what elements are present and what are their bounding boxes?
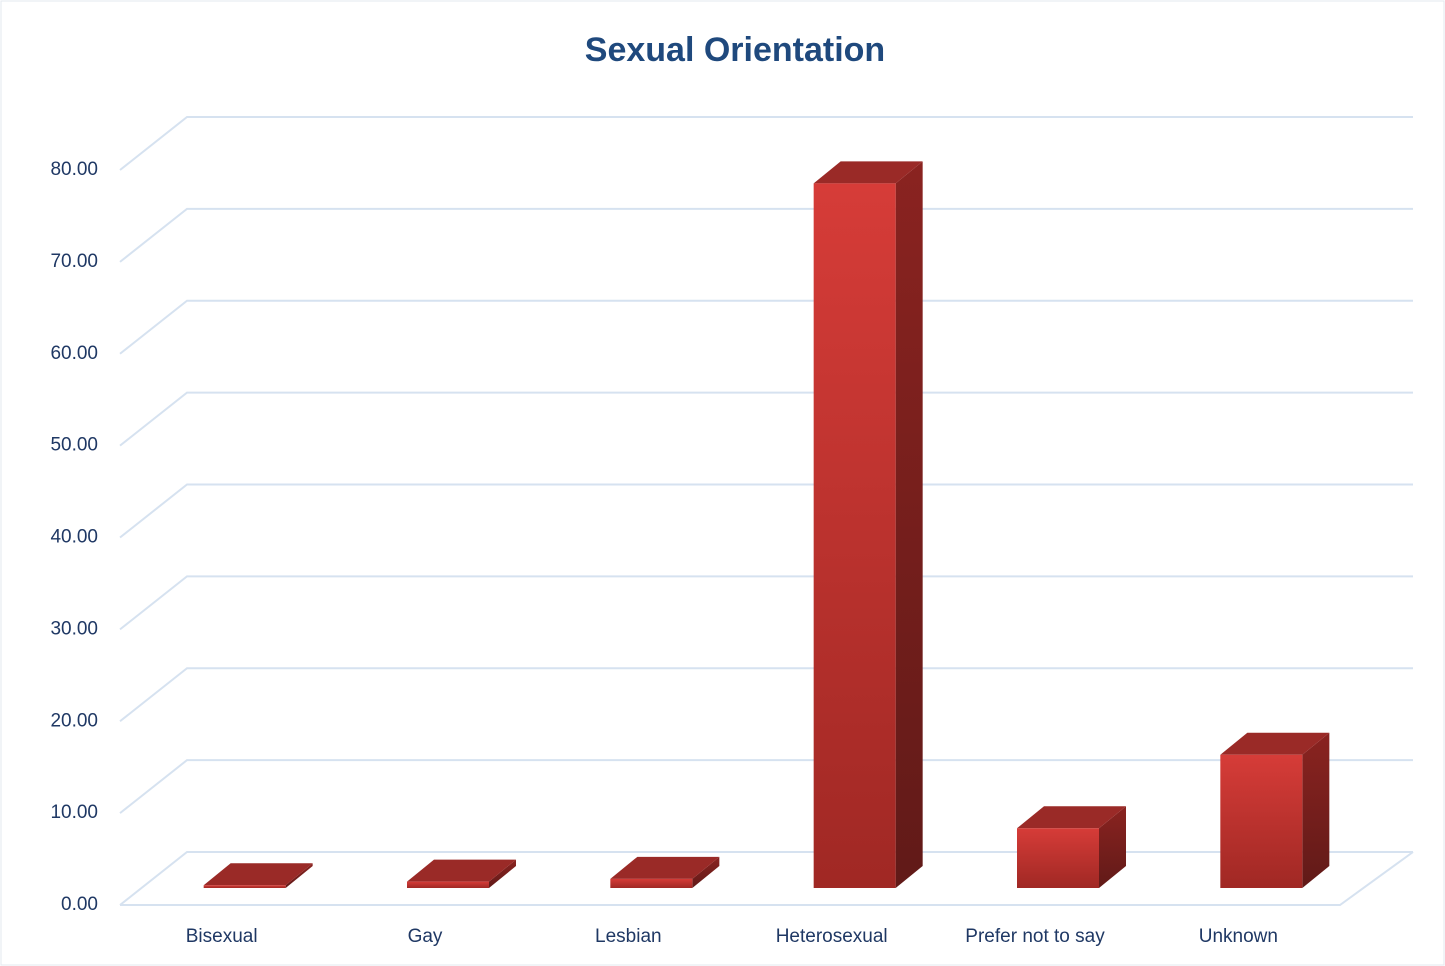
- bar-front: [813, 183, 896, 889]
- grid-line: [119, 483, 1413, 539]
- bar-front: [1220, 754, 1303, 888]
- y-tick-label: 30.00: [50, 618, 98, 639]
- bar-side: [895, 161, 923, 889]
- grid-line: [119, 667, 1413, 723]
- grid-line: [119, 299, 1413, 355]
- bar-top: [813, 161, 923, 184]
- x-tick-label: Heterosexual: [776, 926, 888, 947]
- y-tick-label: 80.00: [50, 159, 98, 180]
- x-tick-label: Lesbian: [595, 926, 662, 947]
- bar-side: [1302, 732, 1330, 888]
- bar-side: [489, 859, 516, 888]
- bar-front: [610, 878, 693, 888]
- bar-side: [285, 863, 313, 888]
- x-tick-label: Bisexual: [186, 926, 258, 947]
- bar-top: [610, 856, 720, 879]
- grid-line: [119, 207, 1413, 263]
- grid-line: [119, 116, 1413, 171]
- bar: [1017, 806, 1126, 888]
- y-tick-label: 70.00: [50, 251, 98, 272]
- bar: [203, 863, 313, 888]
- x-tick-label: Gay: [408, 926, 443, 947]
- bar: [407, 859, 516, 888]
- y-tick-label: 40.00: [50, 527, 98, 548]
- grid-line: [119, 759, 1413, 814]
- bar-front: [407, 881, 489, 888]
- bar-front: [203, 885, 286, 888]
- grid-line: [119, 851, 1413, 906]
- bar-top: [1017, 806, 1126, 829]
- bar: [1220, 732, 1330, 888]
- y-tick-label: 0.00: [61, 894, 98, 915]
- y-tick-label: 10.00: [50, 802, 98, 823]
- bar-front: [1017, 828, 1099, 888]
- x-tick-label: Unknown: [1199, 926, 1278, 947]
- bar-top: [203, 863, 313, 886]
- bar-side: [692, 856, 720, 888]
- bar-side: [1099, 806, 1126, 888]
- y-tick-label: 50.00: [50, 435, 98, 456]
- x-tick-label: Prefer not to say: [965, 926, 1105, 947]
- bar-top: [1220, 732, 1330, 755]
- grid-line: [119, 575, 1413, 631]
- chart-title: Sexual Orientation: [585, 31, 885, 69]
- bar: [610, 856, 720, 888]
- y-tick-label: 20.00: [50, 710, 98, 731]
- bar: [813, 161, 923, 889]
- floor-edge: [120, 851, 1414, 906]
- grid-line: [119, 391, 1413, 447]
- y-tick-label: 60.00: [50, 343, 98, 364]
- bar-top: [407, 859, 516, 882]
